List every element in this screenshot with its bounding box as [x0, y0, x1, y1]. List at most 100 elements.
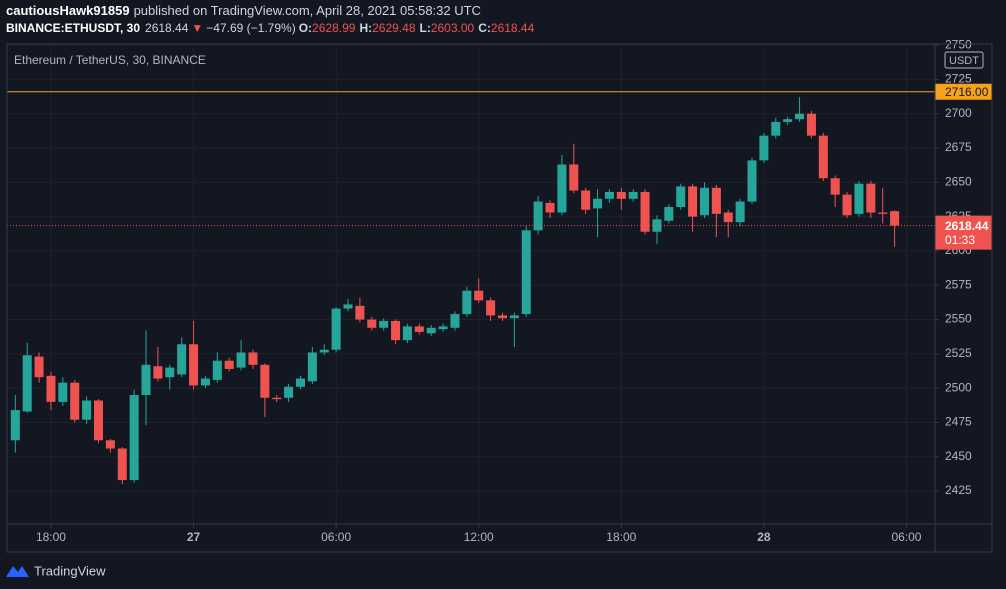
header-line-1: cautiousHawk91859 published on TradingVie… — [6, 3, 481, 18]
candle-body — [759, 135, 769, 161]
candle-body — [438, 326, 448, 330]
candle-body — [22, 355, 32, 412]
x-tick-label: 06:00 — [891, 530, 921, 544]
candle-body — [818, 135, 828, 179]
candle-body — [402, 326, 412, 341]
candle-body — [93, 400, 104, 441]
candle-body — [450, 314, 460, 328]
y-tick-label: 2450 — [945, 449, 972, 463]
candle-body — [854, 183, 864, 214]
candle-body — [771, 121, 781, 136]
candle-body — [830, 178, 840, 195]
candle-body — [414, 326, 424, 332]
candle-body — [462, 290, 472, 315]
h-label: H: — [359, 21, 372, 35]
c-value: 2618.44 — [491, 21, 535, 35]
candle-body — [343, 304, 353, 309]
candle-body — [426, 327, 436, 334]
c-label: C: — [478, 21, 491, 35]
candle-body — [581, 190, 591, 210]
y-tick-label: 2675 — [945, 140, 972, 154]
x-tick-label: 12:00 — [464, 530, 494, 544]
candle-body — [699, 187, 710, 216]
candle-body — [866, 183, 876, 213]
x-tick-label: 28 — [757, 530, 771, 544]
y-tick-label: 2525 — [945, 346, 972, 360]
candle-body — [224, 360, 234, 369]
candle-body — [521, 230, 531, 315]
candle-body — [331, 308, 341, 350]
h-value: 2629.48 — [372, 21, 416, 35]
candle-body — [10, 410, 20, 441]
l-label: L: — [420, 21, 431, 35]
x-tick-label: 27 — [187, 530, 201, 544]
candle-body — [189, 344, 199, 386]
candle-body — [272, 397, 282, 400]
candle-body — [212, 360, 222, 380]
x-tick-label: 18:00 — [606, 530, 636, 544]
o-label: O: — [299, 21, 312, 35]
candle-body — [260, 364, 270, 398]
last-price-label: 2618.44 — [945, 219, 989, 233]
byline: cautiousHawk91859 — [6, 3, 130, 18]
candle-body — [307, 352, 317, 382]
candle-body — [640, 191, 650, 232]
unit-label: USDT — [949, 55, 979, 67]
candle-body — [545, 202, 555, 213]
candle-body — [284, 386, 294, 398]
candle-body — [129, 395, 139, 481]
y-tick-label: 2500 — [945, 380, 972, 394]
candle-body — [46, 375, 56, 402]
logo-mark — [6, 566, 29, 577]
candle-body — [319, 349, 329, 353]
candle-body — [165, 367, 175, 378]
y-tick-label: 2575 — [945, 277, 972, 291]
candle-body — [747, 160, 757, 202]
y-tick-label: 2425 — [945, 483, 972, 497]
candle-body — [105, 440, 115, 449]
y-tick-label: 2650 — [945, 174, 972, 188]
arrow: ▼ — [191, 21, 203, 35]
price-line-label: 2716.00 — [945, 85, 989, 99]
candle-body — [391, 320, 401, 341]
plot-area: 2425245024752500252525502575260026252650… — [7, 37, 992, 544]
candle-body — [628, 191, 638, 199]
logo: TradingView — [6, 563, 106, 578]
candle-body — [735, 201, 745, 223]
candle-body — [842, 194, 852, 216]
candle-body — [806, 113, 816, 136]
candle-body — [593, 198, 603, 209]
candle-body — [153, 366, 163, 379]
candle-body — [295, 378, 306, 387]
candle-body — [569, 164, 579, 191]
frame — [6, 43, 993, 553]
brand: TradingView — [34, 563, 106, 578]
candle-body — [890, 211, 900, 226]
candle-body — [379, 320, 389, 328]
candle-body — [177, 344, 187, 375]
candle-body — [82, 400, 92, 420]
candle-body — [367, 319, 377, 328]
y-tick-label: 2550 — [945, 312, 972, 326]
y-tick-label: 2725 — [945, 72, 972, 86]
candle-body — [795, 113, 805, 120]
x-tick-label: 06:00 — [321, 530, 351, 544]
x-tick-label: 18:00 — [36, 530, 66, 544]
candle-body — [723, 212, 733, 223]
candle-body — [355, 305, 365, 320]
last: 2618.44 — [145, 21, 189, 35]
l-value: 2603.00 — [431, 21, 475, 35]
unit-tag — [944, 51, 984, 69]
symbol: BINANCE:ETHUSDT, 30 — [6, 21, 140, 35]
candle-body — [34, 356, 44, 378]
candle-body — [497, 315, 508, 319]
candle-body — [664, 207, 674, 221]
candle-body — [652, 219, 662, 232]
y-tick-label: 2700 — [945, 106, 972, 120]
published: published on TradingView.com, April 28, … — [134, 3, 481, 18]
candle-body — [557, 164, 567, 213]
candle-body — [200, 378, 210, 386]
candle-body — [70, 382, 80, 420]
y-tick-label: 2475 — [945, 415, 972, 429]
